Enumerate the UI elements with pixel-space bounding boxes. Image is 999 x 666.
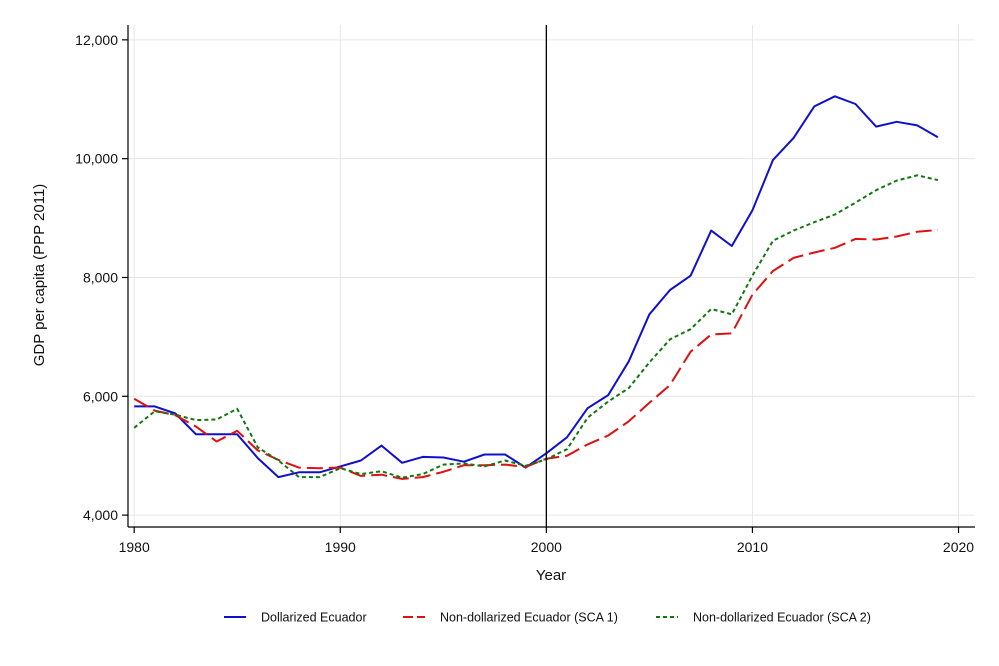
series-line-3 (133, 174, 939, 479)
y-axis-title: GDP per capita (PPP 2011) (31, 184, 48, 367)
y-tick-label: 12,000 (75, 32, 118, 48)
legend-label-1: Dollarized Ecuador (261, 611, 367, 625)
legend-label-2: Non-dollarized Ecuador (SCA 1) (440, 611, 618, 625)
y-tick-label: 4,000 (83, 507, 118, 523)
axes (127, 25, 975, 528)
y-tick-label: 6,000 (83, 388, 118, 404)
x-axis-title: Year (536, 567, 566, 584)
x-tick-label: 2020 (943, 539, 974, 555)
series-line-2 (133, 229, 938, 480)
x-tick-label: 1990 (325, 539, 356, 555)
x-tick-label: 2000 (531, 539, 562, 555)
x-axis-ticks: 1980 1990 2000 2010 2020 (119, 527, 974, 555)
gridlines (128, 25, 975, 527)
y-axis-ticks: 4,000 6,000 8,000 10,000 12,000 (75, 32, 128, 523)
legend: Dollarized Ecuador Non-dollarized Ecuador… (224, 611, 871, 625)
series-line-1 (134, 95, 939, 479)
legend-label-3: Non-dollarized Ecuador (SCA 2) (693, 611, 871, 625)
y-tick-label: 10,000 (75, 151, 118, 167)
x-tick-label: 2010 (737, 539, 768, 555)
x-tick-label: 1980 (119, 539, 150, 555)
series-lines (133, 95, 939, 480)
y-tick-label: 8,000 (83, 269, 118, 285)
